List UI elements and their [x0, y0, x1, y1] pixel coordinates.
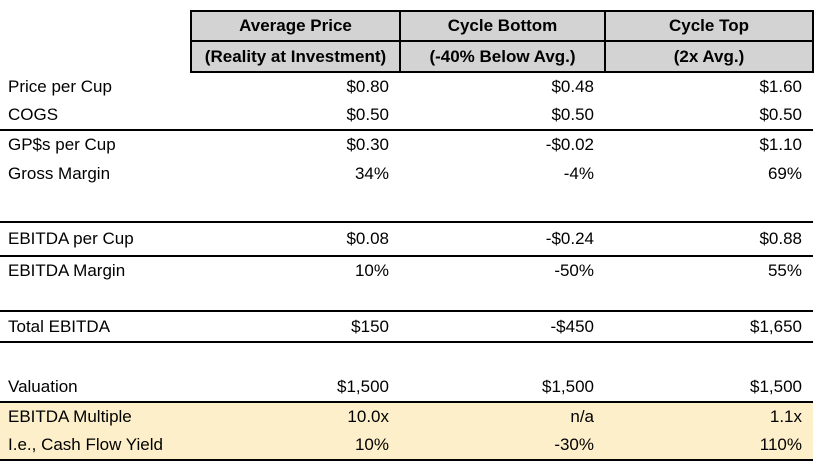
column-header-average-price: Average Price: [190, 10, 401, 42]
row-label: COGS: [0, 101, 191, 131]
column-subheader-cycle-bottom: (-40% Below Avg.): [399, 40, 606, 73]
spacer-row: [0, 342, 813, 372]
table-row-valuation: Valuation $1,500 $1,500 $1,500: [0, 372, 813, 403]
cell-value: $0.30: [346, 135, 389, 154]
cell-value: $0.88: [605, 222, 813, 257]
cell-value: n/a: [400, 402, 605, 431]
cell-value: $1,650: [605, 311, 813, 343]
corner-blank-cell: [0, 11, 191, 41]
cell-value: $1.60: [759, 77, 802, 96]
cell-value: 10.0x: [191, 402, 400, 431]
cell-value: 69%: [767, 163, 802, 183]
table-row-total-ebitda: Total EBITDA $150 -$450 $1,650: [0, 311, 813, 343]
cell-value: 10%: [354, 261, 389, 280]
spacer-row: [0, 285, 813, 312]
table-row-cash-flow-yield: I.e., Cash Flow Yield 10% -30% 110%: [0, 431, 813, 461]
scenario-table: Average Price Cycle Bottom Cycle Top (Re…: [0, 10, 814, 461]
column-subheader-cycle-top: (2x Avg.): [604, 40, 814, 73]
row-label: Total EBITDA: [0, 311, 191, 343]
row-label: Valuation: [0, 372, 191, 403]
table-row-gross-margin: Gross Margin 34% -4% 69%: [0, 159, 813, 188]
spacer-row: [0, 188, 813, 223]
row-label: Price per Cup: [8, 76, 112, 96]
cell-value: $1,500: [191, 372, 400, 403]
row-label: Gross Margin: [8, 163, 111, 183]
cell-value: -30%: [400, 431, 605, 461]
table-row-gp-per-cup: GP$s per Cup $0.30 -$0.02 $1.10: [0, 130, 813, 159]
cell-value: 55%: [767, 261, 802, 280]
cell-value: $0.50: [605, 101, 813, 131]
cell-value: $1,500: [605, 372, 813, 403]
column-subheader-average-price: (Reality at Investment): [190, 40, 401, 73]
table-row-ebitda-multiple: EBITDA Multiple 10.0x n/a 1.1x: [0, 402, 813, 431]
cell-value: -$450: [400, 311, 605, 343]
cell-value: $0.48: [551, 77, 594, 96]
cell-value: $0.50: [400, 101, 605, 131]
row-label: GP$s per Cup: [8, 135, 116, 154]
column-header-cycle-top: Cycle Top: [604, 10, 814, 42]
cell-value: -4%: [563, 163, 594, 183]
cell-value: -$0.24: [400, 222, 605, 257]
table-header: Average Price Cycle Bottom Cycle Top (Re…: [0, 10, 814, 73]
cell-value: 1.1x: [605, 402, 813, 431]
row-label: I.e., Cash Flow Yield: [0, 431, 191, 461]
table-row-ebitda-per-cup: EBITDA per Cup $0.08 -$0.24 $0.88: [0, 222, 813, 257]
row-label: EBITDA per Cup: [0, 222, 191, 257]
corner-blank-cell: [0, 41, 191, 72]
table-row-ebitda-margin: EBITDA Margin 10% -50% 55%: [0, 256, 813, 285]
cell-value: -50%: [554, 261, 594, 280]
cell-value: 110%: [605, 431, 813, 461]
cell-value: $0.50: [191, 101, 400, 131]
cell-value: 10%: [191, 431, 400, 461]
column-header-cycle-bottom: Cycle Bottom: [399, 10, 606, 42]
table-row-price-per-cup: Price per Cup $0.80 $0.48 $1.60: [0, 72, 813, 101]
cell-value: $0.08: [191, 222, 400, 257]
cell-value: 34%: [354, 163, 389, 183]
cell-value: $1.10: [759, 135, 802, 154]
cell-value: -$0.02: [545, 135, 594, 154]
row-label: EBITDA Margin: [8, 261, 126, 280]
cell-value: $1,500: [400, 372, 605, 403]
row-label: EBITDA Multiple: [0, 402, 191, 431]
table-row-cogs: COGS $0.50 $0.50 $0.50: [0, 101, 813, 131]
cell-value: $0.80: [346, 77, 389, 96]
cell-value: $150: [191, 311, 400, 343]
